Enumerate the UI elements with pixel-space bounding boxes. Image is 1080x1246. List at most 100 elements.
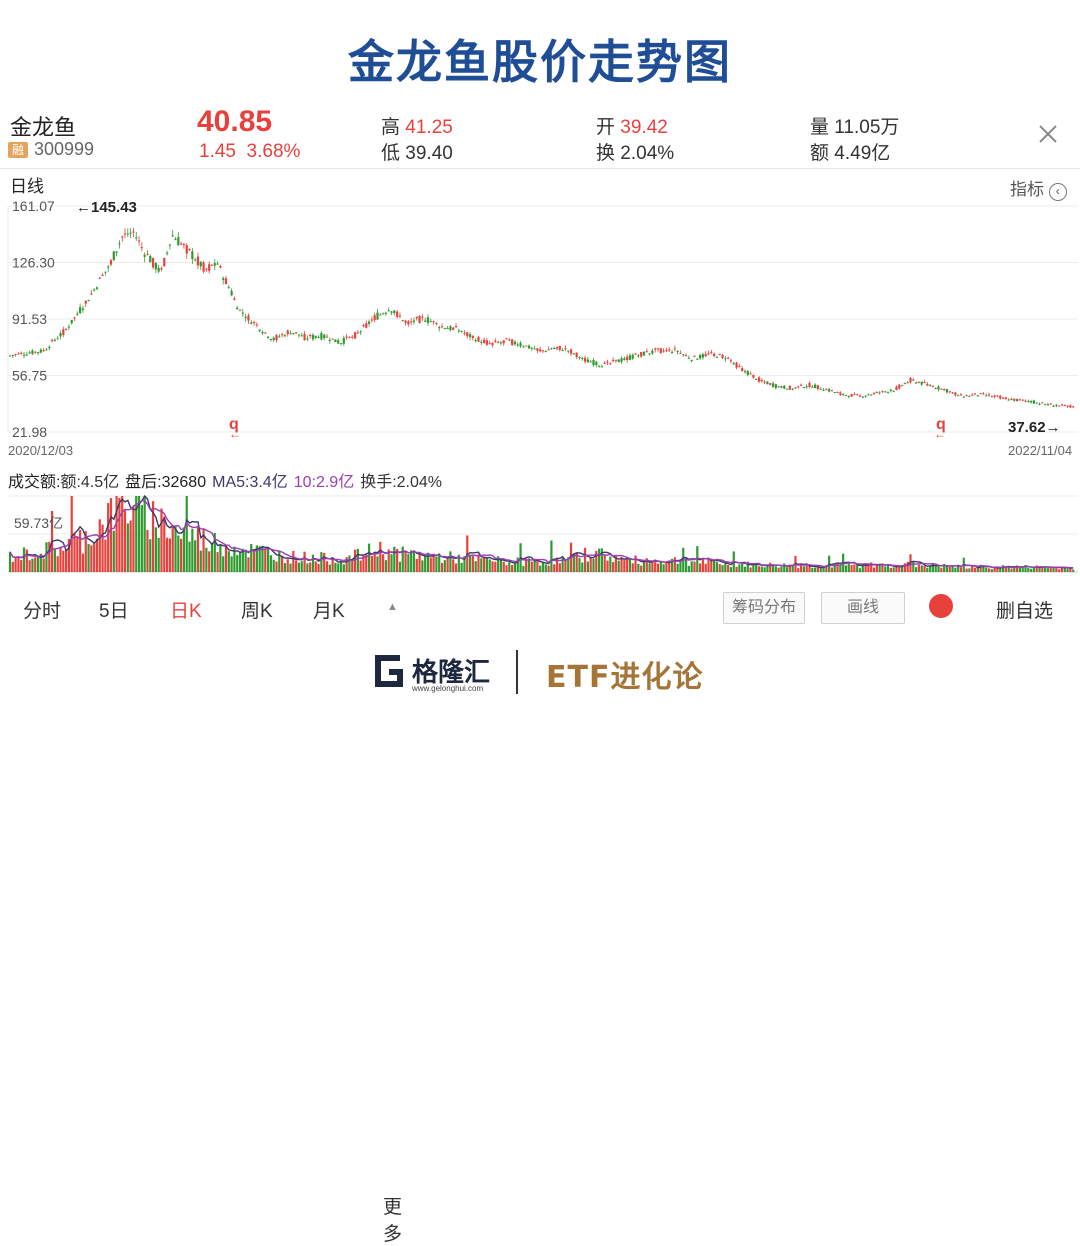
volume-bar [937, 566, 940, 572]
candle-body [746, 371, 749, 375]
close-icon[interactable] [1036, 122, 1060, 146]
candle-body [940, 388, 943, 390]
candle-body [457, 330, 460, 332]
candle-body [791, 388, 794, 390]
volume-bar [485, 558, 488, 572]
volume-bar [598, 548, 601, 572]
candle-body [732, 363, 735, 365]
candle-body [1035, 402, 1038, 404]
candle-body [690, 359, 693, 361]
candle-body [337, 340, 340, 344]
chip-distribution-button[interactable]: 筹码分布 [723, 592, 805, 624]
tab-5day[interactable]: 5日 [99, 601, 129, 622]
candle-body [668, 349, 671, 351]
candle-body [42, 350, 45, 352]
volume-bar [783, 563, 786, 572]
candle-body [300, 335, 303, 337]
daily-label: 日线 [10, 177, 44, 196]
candle-body [892, 390, 895, 392]
volume-bar [258, 546, 261, 572]
candle-body [819, 388, 822, 390]
candle-body [480, 341, 483, 343]
volume-bar [564, 559, 567, 572]
volume-bar [502, 561, 505, 572]
volume-bar [903, 563, 906, 572]
indicator-label: 指标 [1010, 180, 1044, 199]
candle-body [81, 308, 85, 311]
candle-body [418, 316, 421, 324]
tab-monthly-k[interactable]: 月K [313, 601, 345, 622]
tab-more[interactable]: 更多 ▲ [383, 596, 402, 1245]
brand-url: www.gelonghui.com [412, 684, 484, 693]
volume-bar [62, 550, 65, 572]
candle-body [109, 260, 113, 265]
volume-bar [589, 557, 592, 572]
volume-bar [670, 558, 674, 572]
candle-body [104, 271, 107, 273]
draw-line-button[interactable]: 画线 [821, 592, 905, 624]
candle-body [132, 231, 135, 233]
candlestick-chart[interactable]: 161.07 126.30 91.53 56.75 21.98 ←145.43 37.6… [0, 196, 1080, 578]
volume-bar [634, 555, 637, 572]
turnover-stat: 换 2.04% [596, 138, 674, 165]
volume-bar [575, 552, 578, 572]
candle-body [833, 392, 836, 394]
volume-bar [275, 561, 278, 572]
volume-bar [353, 549, 357, 572]
tab-minute[interactable]: 分时 [23, 601, 62, 622]
volume-bar [1046, 568, 1050, 572]
marker-q-1: q [229, 416, 239, 433]
candle-body [1021, 399, 1024, 401]
volume-bar [224, 544, 228, 572]
candle-body [126, 233, 129, 235]
volume-bar [527, 558, 531, 572]
volume-bar [65, 549, 68, 572]
tab-daily-k[interactable]: 日K [170, 601, 202, 622]
tab-weekly-k[interactable]: 周K [241, 601, 273, 622]
indicator-button[interactable]: 指标 ‹ [1010, 175, 1067, 201]
candle-body [50, 339, 54, 341]
volume-bar [1049, 566, 1052, 572]
candle-body [614, 359, 618, 361]
legend-after-hours: 盘后:32680 [125, 472, 206, 491]
volume-bar [264, 549, 267, 572]
volume-bar [84, 531, 87, 572]
volume-y-label: 59.73亿 [14, 515, 63, 531]
volume-bar [847, 563, 850, 572]
candle-body [662, 350, 665, 352]
candle-body [679, 352, 682, 354]
volume-bar [373, 552, 376, 572]
volume-bar [693, 561, 696, 572]
volume-bar [17, 556, 20, 572]
candle-body [432, 321, 435, 323]
volume-bar [701, 559, 704, 572]
volume-bar [160, 508, 163, 572]
volume-bar [659, 561, 662, 572]
volume-bar [917, 564, 921, 572]
volume-bar [438, 553, 441, 572]
candle-body [45, 349, 48, 351]
volume-bar [216, 552, 219, 572]
candle-body [241, 312, 244, 314]
candle-body [825, 389, 828, 391]
record-icon[interactable] [929, 594, 953, 618]
volume-bar [342, 564, 345, 572]
candle-body [323, 334, 326, 339]
volume-bar [811, 567, 814, 572]
candle-body [1001, 397, 1005, 399]
caret-up-icon: ▲ [387, 601, 398, 613]
candle-body [631, 354, 634, 359]
candle-body [404, 320, 407, 323]
candle-body [1069, 405, 1072, 408]
volume-bar [718, 564, 721, 572]
remove-watchlist-button[interactable]: 删自选 [996, 601, 1054, 622]
volume-bar [1041, 567, 1044, 572]
candle-body [213, 263, 216, 266]
volume-bar [421, 560, 424, 572]
candle-body [954, 392, 957, 396]
volume-bar [780, 566, 783, 572]
page-title: 金龙鱼股价走势图 [348, 35, 732, 89]
volume-bar [435, 556, 438, 572]
candle-body [959, 394, 963, 396]
volume-bar [339, 560, 343, 572]
